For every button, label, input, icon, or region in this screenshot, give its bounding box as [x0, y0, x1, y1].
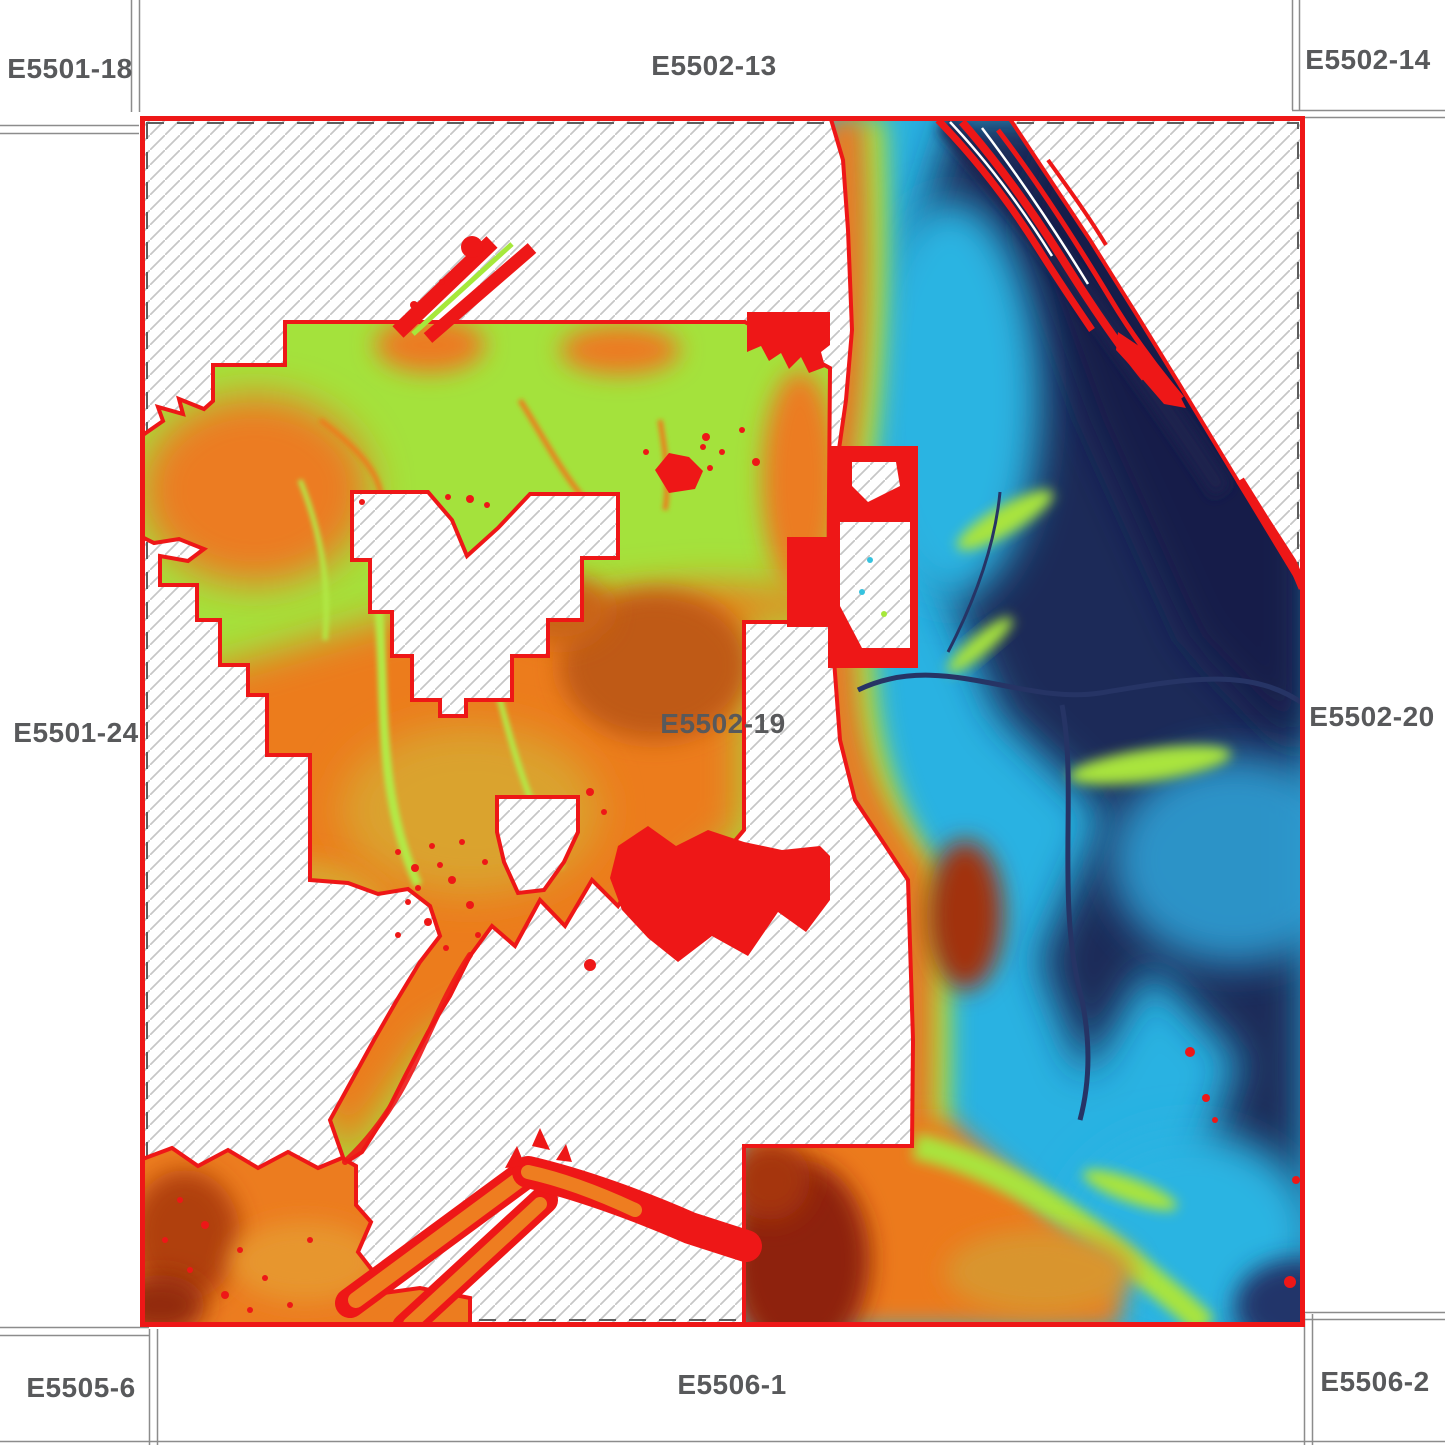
sheet-label-e5506-1: E5506-1 — [677, 1369, 787, 1400]
sheet-label-e5502-13: E5502-13 — [651, 50, 777, 81]
sheet-label-e5502-14: E5502-14 — [1305, 44, 1431, 75]
nodata-hole-large — [350, 490, 620, 718]
sheet-label-e5502-19: E5502-19 — [660, 708, 786, 739]
nodata-hole-small — [495, 795, 580, 896]
bottomleft-region-outline — [140, 1145, 472, 1327]
sheet-label-e5501-18: E5501-18 — [7, 53, 133, 84]
east-region-outline — [742, 116, 1305, 1327]
sheet-label-e5505-6: E5505-6 — [26, 1372, 136, 1403]
dem-corridors — [335, 952, 762, 1327]
dem-raster-sheet[interactable] — [140, 116, 1305, 1327]
sheet-label-e5501-24: E5501-24 — [13, 717, 139, 748]
red-overlay-features — [162, 117, 1305, 1313]
sheet-label-e5502-20: E5502-20 — [1309, 701, 1435, 732]
sheet-label-e5506-2: E5506-2 — [1320, 1366, 1430, 1397]
sheet-red-border — [140, 116, 1305, 1327]
